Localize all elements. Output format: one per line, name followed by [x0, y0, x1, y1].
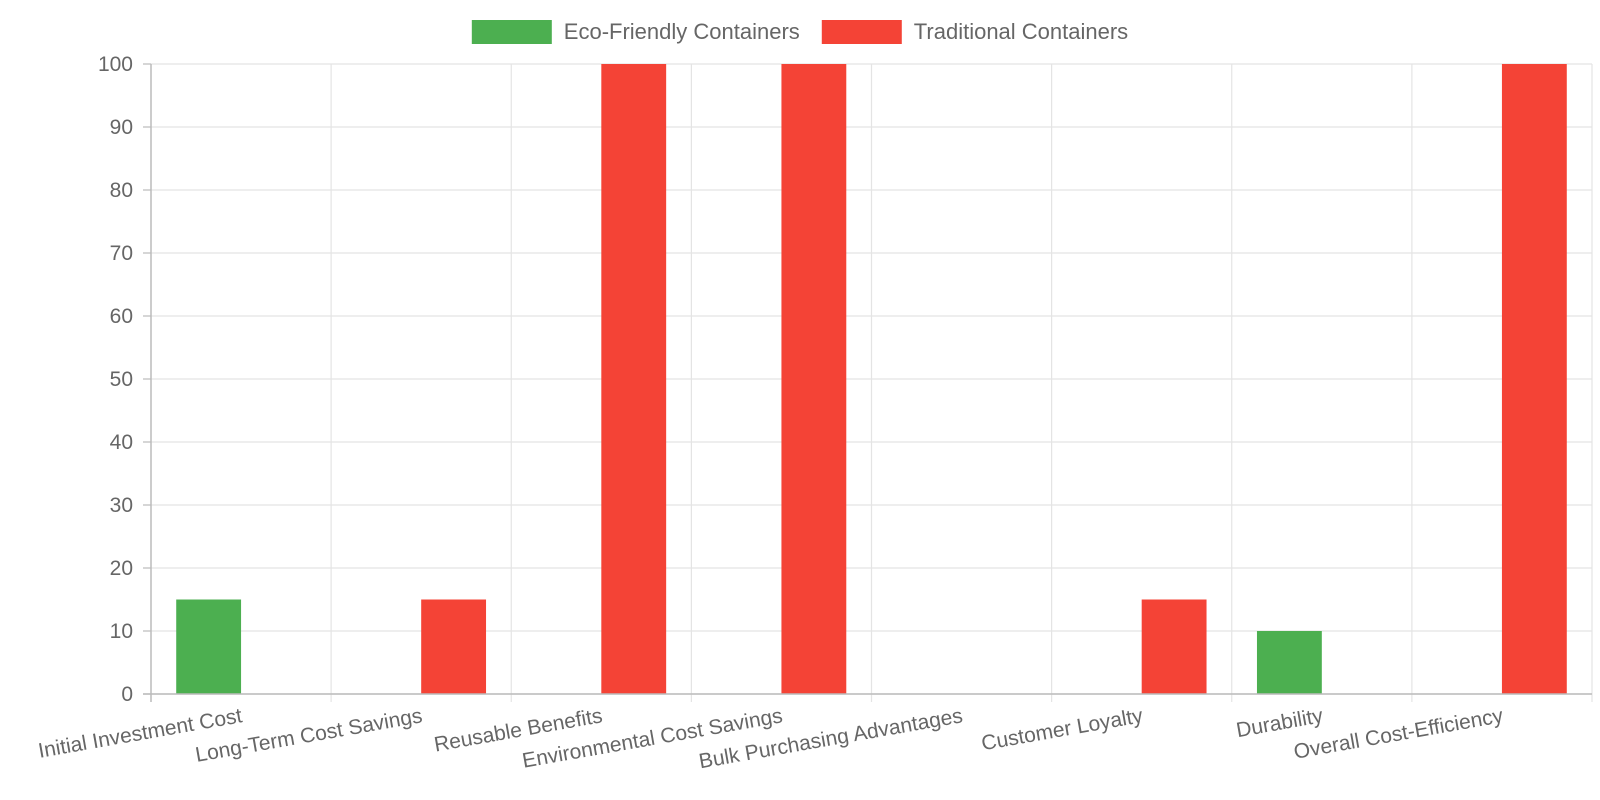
bar — [1256, 631, 1322, 694]
axes — [143, 64, 1592, 702]
bar — [176, 599, 242, 694]
bar — [1501, 64, 1567, 694]
y-tick-label: 70 — [110, 242, 133, 265]
legend: Eco-Friendly Containers Traditional Conta… — [471, 19, 1128, 44]
y-tick-label: 100 — [98, 53, 133, 76]
bar — [601, 64, 667, 694]
y-tick-label: 90 — [110, 116, 133, 139]
legend-swatch — [471, 20, 552, 44]
y-tick-label: 0 — [121, 683, 133, 706]
x-tick-label: Durability — [1234, 704, 1325, 742]
y-tick-label: 40 — [110, 431, 133, 454]
legend-label: Traditional Containers — [914, 19, 1128, 44]
bar — [1141, 599, 1207, 694]
x-tick-label: Overall Cost-Efficiency — [1292, 704, 1505, 764]
y-axis-ticks: 0 10 20 30 40 50 60 70 80 90 100 — [98, 53, 151, 706]
grid-lines — [151, 63, 1593, 702]
y-tick-label: 30 — [110, 494, 133, 517]
y-tick-label: 80 — [110, 179, 133, 202]
bar — [421, 599, 487, 694]
bar — [781, 64, 847, 694]
y-tick-label: 10 — [110, 620, 133, 643]
x-tick-label: Customer Loyalty — [980, 704, 1145, 755]
bars — [176, 64, 1567, 694]
legend-swatch — [821, 20, 902, 44]
legend-label: Eco-Friendly Containers — [564, 19, 800, 44]
y-tick-label: 20 — [110, 557, 133, 580]
y-tick-label: 50 — [110, 368, 133, 391]
y-tick-label: 60 — [110, 305, 133, 328]
